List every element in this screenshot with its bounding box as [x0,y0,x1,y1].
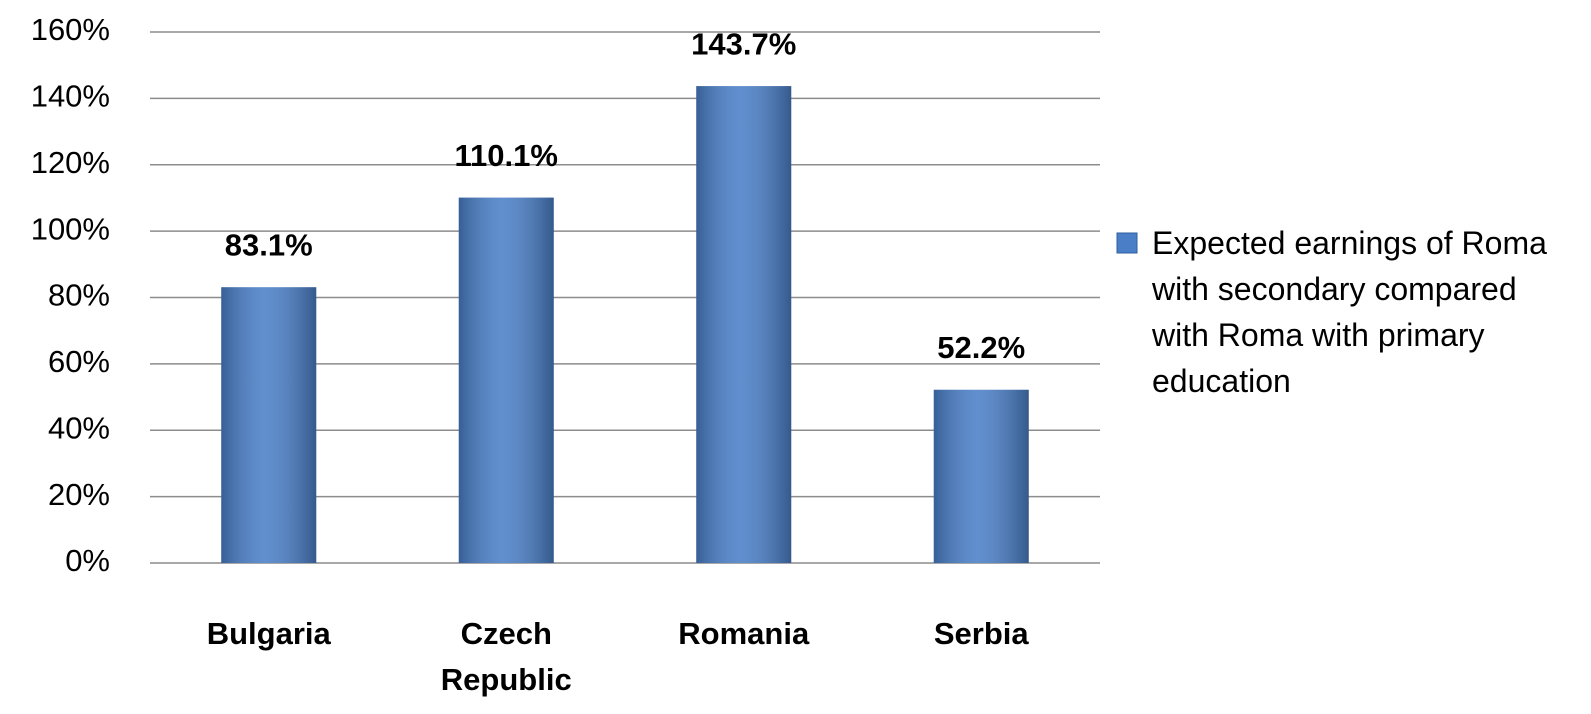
y-tick-label: 100% [31,211,110,246]
y-tick-label: 160% [31,12,110,47]
value-label: 52.2% [937,330,1025,365]
bar-shade [933,389,1029,563]
legend-label: Expected earnings of Roma with secondary… [1152,225,1547,399]
x-tick-label: Bulgaria [206,616,331,651]
legend-swatch [1116,232,1138,254]
bar-shade [696,86,792,563]
x-tick-label: Czech Republic [440,616,572,697]
y-tick-label: 80% [48,278,110,313]
value-label: 110.1% [455,138,558,173]
y-tick-label: 60% [48,344,110,379]
y-tick-label: 40% [48,410,110,445]
x-tick-label: Romania [678,616,810,651]
y-tick-label: 20% [48,477,110,512]
value-label: 83.1% [225,227,313,262]
y-tick-label: 0% [65,543,110,578]
y-tick-label: 120% [31,145,110,180]
x-tick-label: Serbia [933,616,1029,651]
y-tick-label: 140% [31,79,110,114]
bar-shade [221,287,317,563]
bar-shade [458,197,554,563]
value-label: 143.7% [691,26,796,61]
